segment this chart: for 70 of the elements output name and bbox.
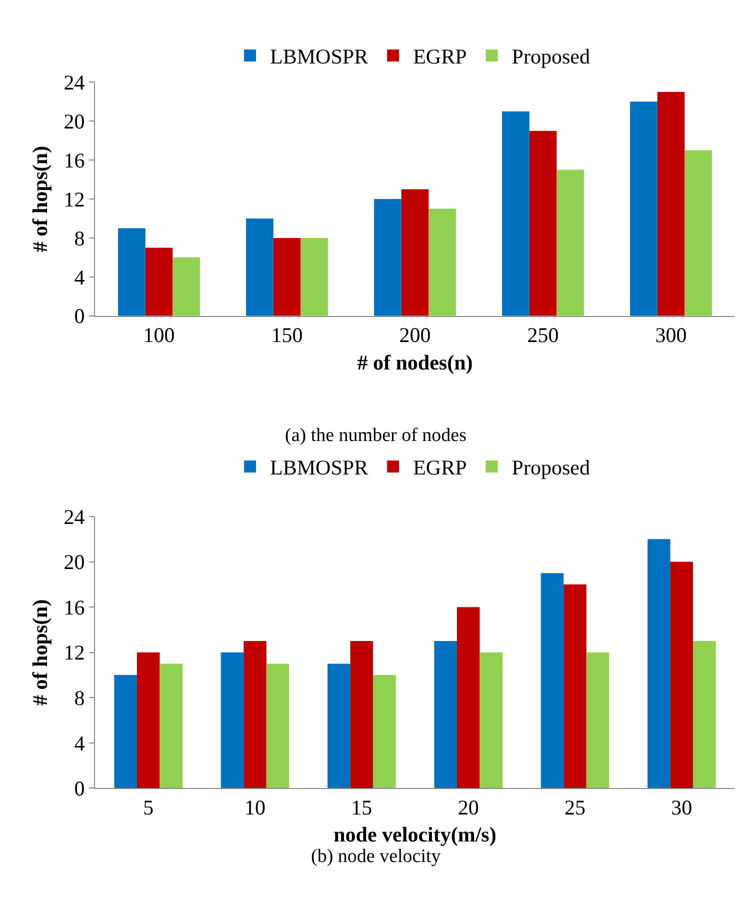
legend-label: Proposed xyxy=(512,456,590,480)
y-tick-label: 0 xyxy=(74,776,85,801)
y-tick-label: 4 xyxy=(74,265,86,290)
bar xyxy=(401,189,429,316)
text: (a) the number of nodes xyxy=(285,425,466,446)
x-tick-label: 30 xyxy=(671,795,692,820)
y-tick-label: 16 xyxy=(64,595,85,620)
y-tick-label: 20 xyxy=(64,109,85,134)
bar xyxy=(502,111,530,316)
bar xyxy=(118,228,146,316)
legend-label: EGRP xyxy=(413,44,467,69)
bar xyxy=(670,562,694,788)
y-tick-label: 0 xyxy=(74,304,85,328)
x-tick-label: 10 xyxy=(244,795,266,820)
y-tick-label: 4 xyxy=(74,731,86,756)
legend-label: LBMOSPR xyxy=(270,456,368,480)
y-axis-title: # of hops(n) xyxy=(28,146,52,252)
bar xyxy=(220,652,244,788)
y-tick-label: 20 xyxy=(64,550,85,574)
x-tick-label: 200 xyxy=(399,323,431,348)
bar xyxy=(300,238,328,316)
bar xyxy=(136,652,160,788)
bar xyxy=(693,641,716,788)
bar xyxy=(434,641,457,788)
legend-label: Proposed xyxy=(512,44,590,69)
bar xyxy=(540,573,564,788)
x-tick-label: 300 xyxy=(655,323,687,348)
bar xyxy=(564,584,586,788)
bar xyxy=(648,539,670,788)
bar xyxy=(456,607,480,788)
y-axis-title: # of hops(n) xyxy=(28,599,52,706)
x-tick-label: 25 xyxy=(564,795,586,820)
bar xyxy=(529,130,557,316)
bar xyxy=(630,102,658,316)
bar xyxy=(172,257,200,316)
y-tick-label: 16 xyxy=(64,148,85,172)
bar xyxy=(328,664,350,788)
bar xyxy=(480,652,502,788)
x-axis-title: node velocity(m/s) xyxy=(334,822,496,847)
y-tick-label: 24 xyxy=(64,504,86,529)
x-axis-title: # of nodes(n) xyxy=(357,350,473,374)
y-tick-label: 8 xyxy=(74,226,85,250)
bar xyxy=(273,238,301,316)
bar xyxy=(373,675,396,788)
y-tick-label: 8 xyxy=(74,686,85,710)
x-tick-label: 5 xyxy=(143,795,154,820)
x-tick-label: 20 xyxy=(458,795,479,820)
bar xyxy=(244,641,266,788)
bar xyxy=(350,641,374,788)
bar xyxy=(160,664,182,788)
bar xyxy=(246,218,274,316)
y-tick-label: 24 xyxy=(64,70,86,94)
legend-label: LBMOSPR xyxy=(270,44,368,69)
legend-label: EGRP xyxy=(413,456,467,480)
bar xyxy=(586,652,610,788)
x-tick-label: 250 xyxy=(527,323,559,348)
bar xyxy=(374,198,402,316)
bar xyxy=(684,150,712,316)
bar xyxy=(556,170,584,316)
bar xyxy=(266,664,290,788)
x-tick-label: 150 xyxy=(271,323,303,348)
y-tick-label: 12 xyxy=(64,640,85,665)
bar xyxy=(145,248,173,316)
text: (b) node velocity xyxy=(311,846,442,867)
bar xyxy=(657,92,685,316)
bar xyxy=(428,208,456,316)
bar xyxy=(114,675,137,788)
x-tick-label: 15 xyxy=(351,795,372,820)
y-tick-label: 12 xyxy=(64,187,85,212)
x-tick-label: 100 xyxy=(143,323,175,348)
